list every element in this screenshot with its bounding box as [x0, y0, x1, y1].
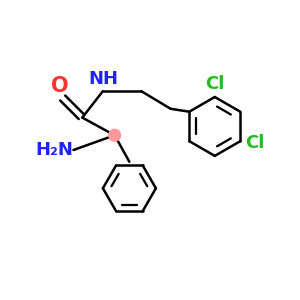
Text: H₂N: H₂N — [36, 141, 74, 159]
Text: Cl: Cl — [205, 76, 224, 94]
Text: NH: NH — [88, 70, 118, 88]
Text: Cl: Cl — [245, 134, 264, 152]
Text: O: O — [51, 76, 69, 95]
Circle shape — [109, 129, 121, 141]
